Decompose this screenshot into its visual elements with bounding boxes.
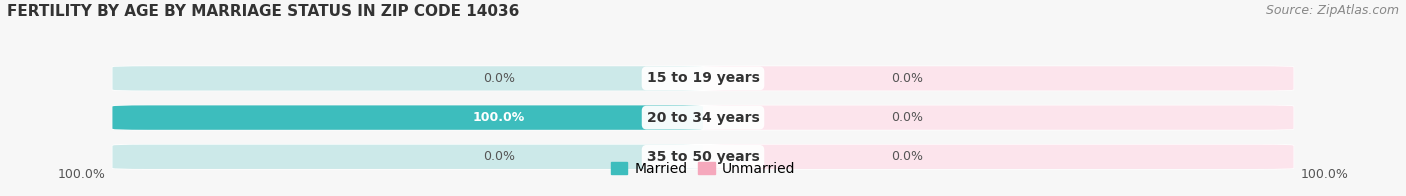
Text: 0.0%: 0.0%: [891, 150, 922, 163]
FancyBboxPatch shape: [112, 105, 1294, 130]
FancyBboxPatch shape: [112, 145, 1294, 169]
Text: 15 to 19 years: 15 to 19 years: [647, 71, 759, 85]
Text: FERTILITY BY AGE BY MARRIAGE STATUS IN ZIP CODE 14036: FERTILITY BY AGE BY MARRIAGE STATUS IN Z…: [7, 4, 519, 19]
Text: Source: ZipAtlas.com: Source: ZipAtlas.com: [1265, 4, 1399, 17]
FancyBboxPatch shape: [703, 66, 1294, 91]
FancyBboxPatch shape: [112, 66, 1294, 91]
Text: 100.0%: 100.0%: [472, 111, 526, 124]
Text: 35 to 50 years: 35 to 50 years: [647, 150, 759, 164]
Text: 100.0%: 100.0%: [58, 168, 105, 181]
Text: 0.0%: 0.0%: [484, 72, 515, 85]
FancyBboxPatch shape: [112, 145, 703, 169]
Text: 0.0%: 0.0%: [484, 150, 515, 163]
FancyBboxPatch shape: [112, 66, 703, 91]
Text: 0.0%: 0.0%: [891, 111, 922, 124]
FancyBboxPatch shape: [703, 145, 1294, 169]
FancyBboxPatch shape: [112, 105, 703, 130]
Text: 100.0%: 100.0%: [1301, 168, 1348, 181]
Legend: Married, Unmarried: Married, Unmarried: [605, 156, 801, 181]
FancyBboxPatch shape: [703, 105, 1294, 130]
Text: 20 to 34 years: 20 to 34 years: [647, 111, 759, 125]
FancyBboxPatch shape: [112, 105, 703, 130]
Text: 0.0%: 0.0%: [891, 72, 922, 85]
